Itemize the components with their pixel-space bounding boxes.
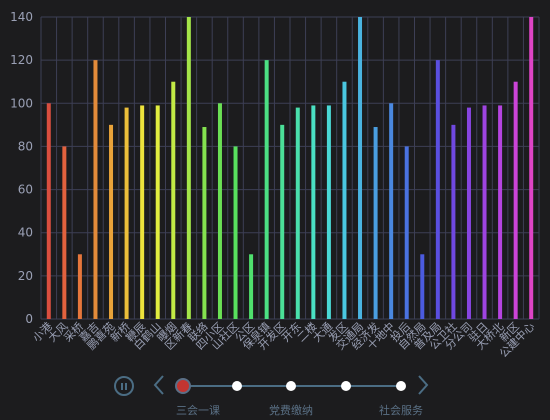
timeline-label[interactable]: 三会一课 xyxy=(176,404,220,417)
bar[interactable] xyxy=(109,124,114,319)
bar[interactable] xyxy=(124,107,129,319)
x-axis-ticks: 小港大风采桥嘉吉鹏喜苑新桥鞭辰白鹤山曝烟区新春联络四小区山社区公区保泉镇开发区开… xyxy=(30,319,537,360)
bar[interactable] xyxy=(513,81,518,319)
timeline-prev-button[interactable] xyxy=(152,374,166,396)
timeline-label[interactable]: 社会服务 xyxy=(379,404,423,417)
pause-icon-bar xyxy=(125,383,127,390)
timeline-control: 三会一课 党费缴纳 社会服务 xyxy=(0,360,550,420)
timeline-node[interactable] xyxy=(286,381,296,391)
bar[interactable] xyxy=(404,146,409,319)
pause-button[interactable] xyxy=(114,376,134,396)
bar[interactable] xyxy=(498,105,503,319)
bar[interactable] xyxy=(217,103,222,320)
bar[interactable] xyxy=(420,254,425,319)
bar-chart: 0 20 40 60 80 100 120 140 小港大风采桥嘉吉鹏喜苑新桥鞭辰白鹤山曝烟区… xyxy=(10,10,540,360)
bar[interactable] xyxy=(93,60,98,320)
bar[interactable] xyxy=(529,17,534,319)
bar[interactable] xyxy=(482,105,487,319)
bar[interactable] xyxy=(233,146,238,319)
timeline-node[interactable] xyxy=(232,381,242,391)
bar[interactable] xyxy=(311,105,316,319)
chevron-right-icon xyxy=(418,375,429,395)
y-tick-label: 20 xyxy=(18,269,33,283)
y-tick-label: 120 xyxy=(10,53,33,67)
bar[interactable] xyxy=(171,81,176,319)
grid-lines xyxy=(40,16,540,320)
bar[interactable] xyxy=(342,81,347,319)
bar[interactable] xyxy=(264,60,269,320)
bar[interactable] xyxy=(280,124,285,319)
y-tick-label: 0 xyxy=(25,312,33,326)
y-axis-ticks: 0 20 40 60 80 100 120 140 xyxy=(10,10,33,326)
bar[interactable] xyxy=(389,103,394,320)
bar[interactable] xyxy=(155,105,160,319)
bar[interactable] xyxy=(77,254,82,319)
bar[interactable] xyxy=(451,124,456,319)
y-tick-label: 80 xyxy=(18,139,33,153)
bar[interactable] xyxy=(249,254,254,319)
y-tick-label: 100 xyxy=(10,96,33,110)
bar[interactable] xyxy=(466,107,471,319)
y-tick-label: 60 xyxy=(18,183,33,197)
bar[interactable] xyxy=(62,146,67,319)
timeline-label[interactable]: 党费缴纳 xyxy=(269,404,313,417)
bars xyxy=(46,17,534,320)
timeline-next-button[interactable] xyxy=(416,374,430,396)
bar[interactable] xyxy=(295,107,300,319)
y-tick-label: 140 xyxy=(10,10,33,24)
pause-icon xyxy=(121,383,123,390)
bar[interactable] xyxy=(358,17,363,319)
bar[interactable] xyxy=(140,105,145,319)
bar[interactable] xyxy=(46,103,51,320)
bar[interactable] xyxy=(186,17,191,319)
bar[interactable] xyxy=(373,127,378,319)
chevron-left-icon xyxy=(153,375,164,395)
bar[interactable] xyxy=(326,105,331,319)
timeline-node[interactable] xyxy=(341,381,351,391)
y-tick-label: 40 xyxy=(18,226,33,240)
timeline-node[interactable] xyxy=(396,381,406,391)
bar[interactable] xyxy=(202,127,207,319)
timeline-node[interactable] xyxy=(175,378,191,394)
bar[interactable] xyxy=(435,60,440,320)
